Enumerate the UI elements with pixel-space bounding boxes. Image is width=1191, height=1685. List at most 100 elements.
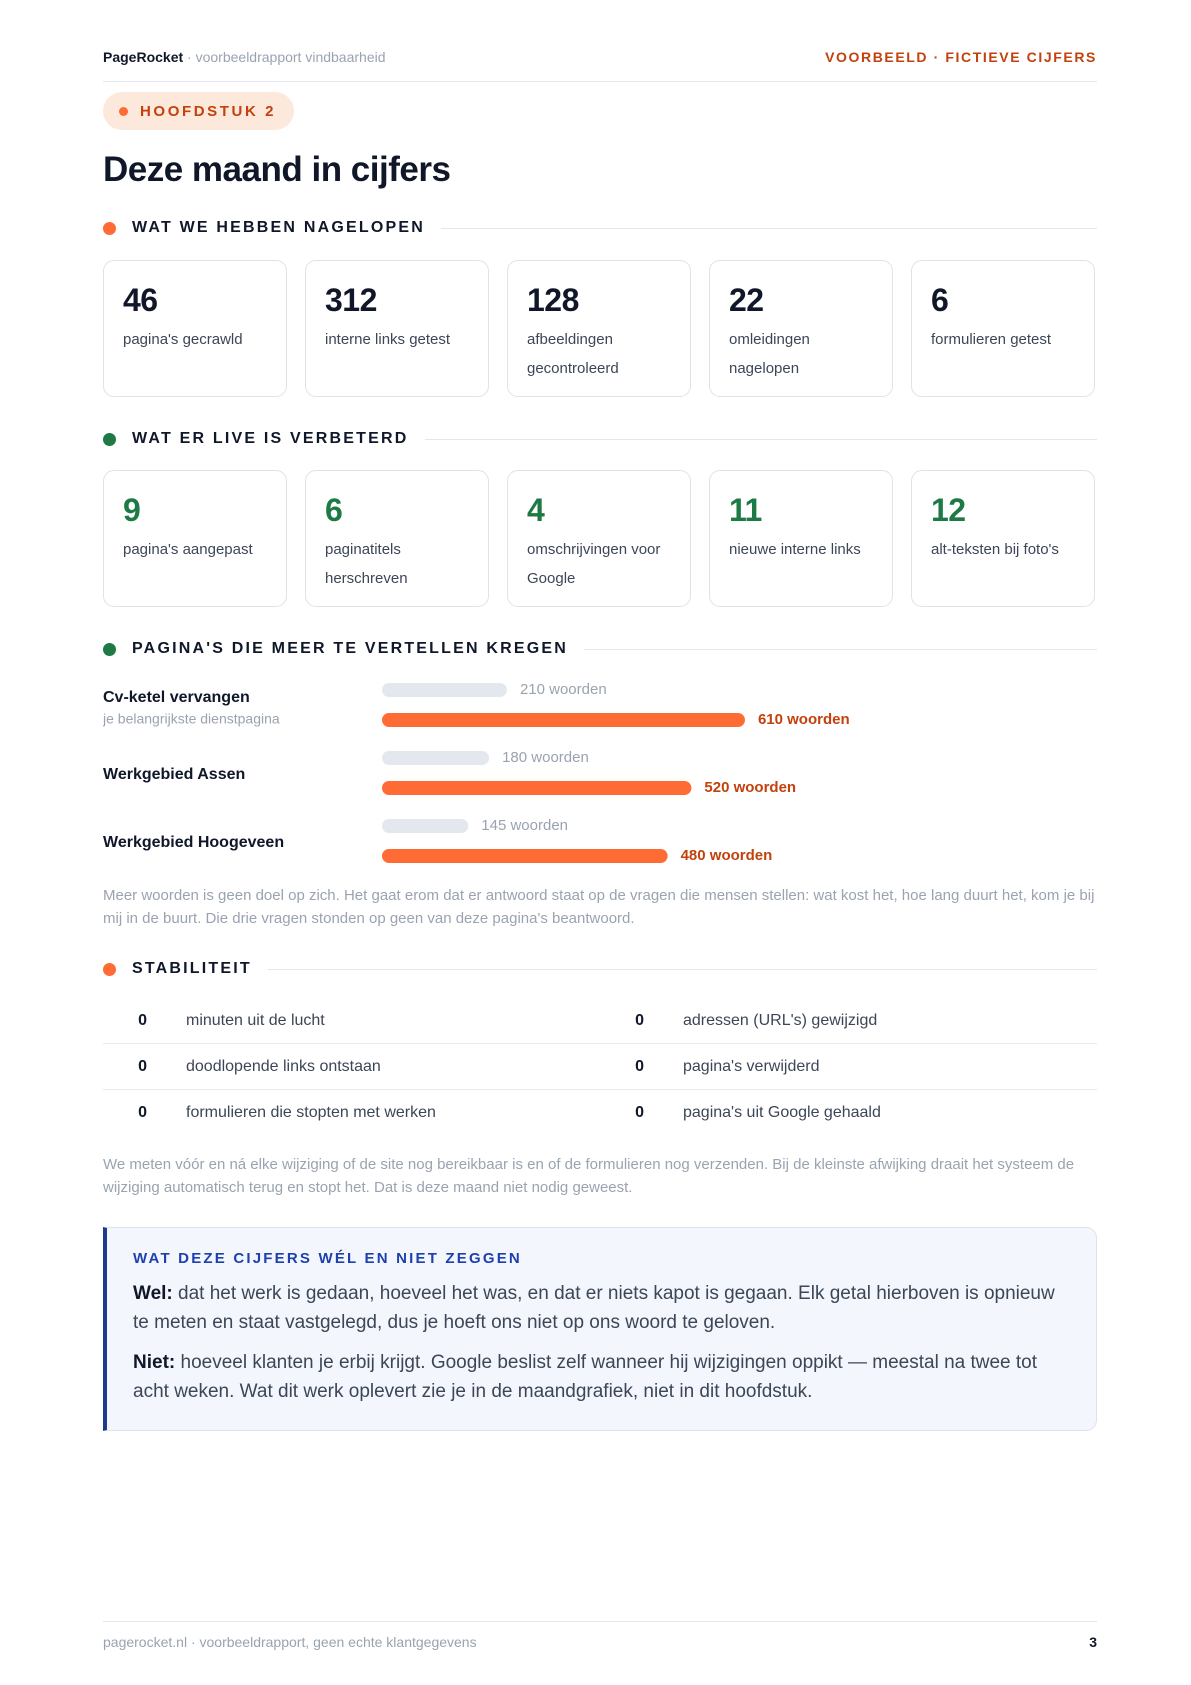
stat-label: afbeeldingen gecontroleerd [527, 331, 619, 377]
stability-label: adressen (URL's) gewijzigd [683, 1011, 878, 1029]
footer: pagerocket.nl · voorbeeldrapport, geen e… [103, 1634, 1097, 1650]
stability-row: 0 minuten uit de lucht 0 adressen (URL's) g… [103, 998, 1097, 1044]
stat-label: alt-teksten bij foto's [931, 541, 1059, 558]
value-label: 480 woorden [681, 847, 773, 864]
stability-item: 0 doodlopende links ontstaan [103, 1058, 600, 1076]
stat-value: 128 [527, 282, 579, 318]
stat-value: 9 [123, 492, 141, 528]
footer-text: pagerocket.nl · voorbeeldrapport, geen e… [103, 1634, 477, 1650]
stability-row: 0 formulieren die stopten met werken 0 pagi… [103, 1090, 1097, 1135]
stat-card: 46 pagina's gecrawld [103, 260, 287, 397]
dot [103, 432, 116, 446]
stability-value: 0 [635, 1103, 644, 1121]
chapter-pill: HOOFDSTUK 2 [103, 92, 295, 130]
stat-value: 6 [325, 492, 343, 528]
page-number: 3 [1089, 1634, 1097, 1650]
chapter-label: HOOFDSTUK 2 [140, 102, 277, 120]
stability-value: 0 [138, 1057, 147, 1075]
page-title: Deze maand in cijfers [103, 150, 451, 189]
stat-label: pagina's aangepast [123, 541, 253, 558]
stability-item: 0 pagina's verwijderd [600, 1058, 1097, 1076]
stability-value: 0 [138, 1103, 147, 1121]
stat-card: 128 afbeeldingen gecontroleerd [507, 260, 691, 397]
stat-value: 12 [931, 492, 966, 528]
brand: PageRocket [103, 49, 184, 65]
dot [103, 221, 116, 235]
stability-label: pagina's uit Google gehaald [683, 1103, 881, 1121]
stat-label: nieuwe interne links [729, 541, 861, 558]
dot [103, 962, 116, 976]
stability-label: pagina's verwijderd [683, 1057, 820, 1075]
stat-value: 46 [123, 282, 158, 318]
word-chart: Cv-ketel vervangen je belangrijkste diens… [103, 681, 850, 864]
callout: WAT DEZE CIJFERS WÉL EN NIET ZEGGEN Wel:… [103, 1227, 1097, 1431]
section-heading: STABILITEIT [103, 958, 1097, 980]
divider [103, 81, 1097, 82]
bar [382, 751, 490, 765]
stat-card: 11 nieuwe interne links [709, 470, 893, 607]
lead: Wel: [133, 1283, 173, 1304]
stat-value: 4 [527, 492, 545, 528]
stat-label: paginatitels herschreven [325, 541, 408, 587]
heading-rule [267, 968, 1097, 970]
stat-label: omschrijvingen voor Google [527, 541, 661, 587]
stability-row: 0 doodlopende links ontstaan 0 pagina's ver… [103, 1044, 1097, 1090]
note: Meer woorden is geen doel op zich. Het g… [103, 887, 1095, 927]
stat-card: 6 paginatitels herschreven [305, 470, 489, 607]
header: PageRocket · voorbeeldrapport vindbaarhe… [103, 46, 1097, 68]
heading-text: WAT WE HEBBEN NAGELOPEN [132, 219, 425, 236]
stat-card: 9 pagina's aangepast [103, 470, 287, 607]
stability-value: 0 [138, 1011, 147, 1029]
stability-item: 0 adressen (URL's) gewijzigd [600, 1012, 1097, 1030]
bar [382, 781, 692, 795]
heading-text: WAT ER LIVE IS VERBETERD [132, 430, 409, 447]
bar [382, 713, 745, 727]
stat-value: 11 [729, 492, 762, 528]
stability-label: minuten uit de lucht [186, 1011, 325, 1029]
heading-text: PAGINA'S DIE MEER TE VERTELLEN KREGEN [132, 640, 569, 657]
lead: Niet: [133, 1352, 176, 1373]
stability-item: 0 minuten uit de lucht [103, 1012, 600, 1030]
row-label: Werkgebied Assen [103, 766, 245, 783]
stat-card: 12 alt-teksten bij foto's [911, 470, 1095, 607]
bar [382, 849, 668, 863]
badge: VOORBEELD · FICTIEVE CIJFERS [825, 49, 1097, 65]
stat-value: 312 [325, 282, 377, 318]
stability-value: 0 [635, 1011, 644, 1029]
stat-label: omleidingen nagelopen [729, 331, 810, 377]
heading-text: STABILITEIT [132, 960, 252, 977]
dot [103, 642, 116, 656]
note: We meten vóór en ná elke wijziging of de… [103, 1156, 1075, 1196]
card-row: 9 pagina's aangepast 6 paginatitels herschr… [103, 470, 1097, 607]
callout-paragraph: Niet: hoeveel klanten je erbij krijgt. G… [133, 1348, 1070, 1406]
stability-item: 0 formulieren die stopten met werken [103, 1104, 600, 1122]
text: dat het werk is gedaan, hoeveel het was,… [133, 1283, 1055, 1333]
card-row: 46 pagina's gecrawld 312 interne links gete… [103, 260, 1097, 397]
stability-label: doodlopende links ontstaan [186, 1057, 381, 1075]
value-label: 145 woorden [481, 817, 568, 834]
callout-paragraph: Wel: dat het werk is gedaan, hoeveel het… [133, 1279, 1070, 1337]
bar [382, 683, 507, 697]
bar [382, 819, 469, 833]
heading-rule [584, 648, 1097, 650]
stat-label: formulieren getest [931, 331, 1052, 348]
section-heading: WAT WE HEBBEN NAGELOPEN [103, 217, 1097, 239]
stat-label: pagina's gecrawld [123, 331, 243, 348]
callout-heading: WAT DEZE CIJFERS WÉL EN NIET ZEGGEN [133, 1250, 522, 1267]
stat-value: 6 [931, 282, 949, 318]
text: hoeveel klanten je erbij krijgt. Google … [133, 1352, 1038, 1402]
stability-item: 0 pagina's uit Google gehaald [600, 1104, 1097, 1122]
stability-value: 0 [635, 1057, 644, 1075]
heading-rule [440, 227, 1097, 229]
row-label: Werkgebied Hoogeveen [103, 834, 284, 851]
header-subtitle: · voorbeeldrapport vindbaarheid [187, 49, 386, 65]
stat-card: 6 formulieren getest [911, 260, 1095, 397]
dot [119, 106, 128, 116]
value-label: 210 woorden [520, 681, 607, 698]
heading-rule [424, 438, 1097, 440]
stat-card: 22 omleidingen nagelopen [709, 260, 893, 397]
section-heading: WAT ER LIVE IS VERBETERD [103, 428, 1097, 450]
row-label: Cv-ketel vervangen [103, 689, 250, 706]
